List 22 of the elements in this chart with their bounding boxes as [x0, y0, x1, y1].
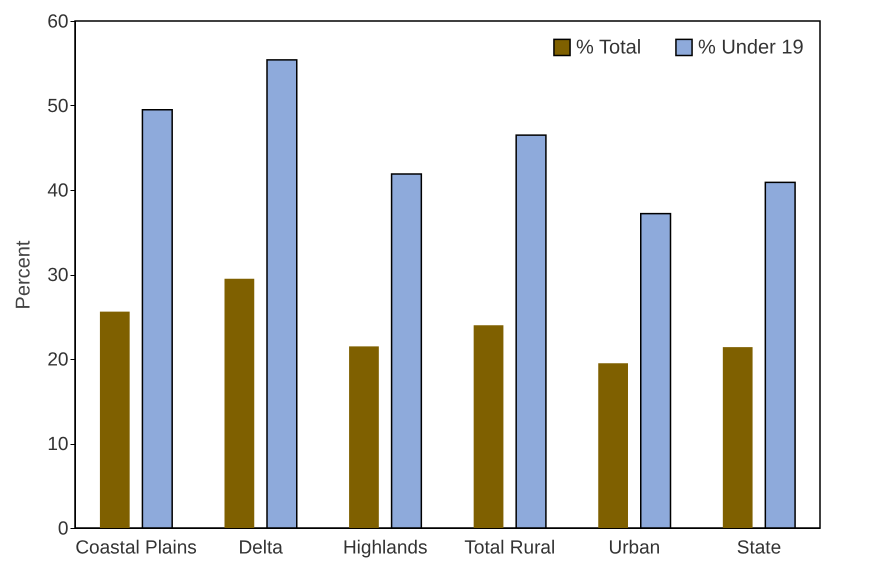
x-tick-label: Delta [238, 538, 284, 558]
x-tick-label: Total Rural [464, 538, 556, 558]
bar [224, 278, 254, 528]
bar [100, 312, 130, 528]
bar [474, 325, 504, 528]
y-tick-label: 30 [47, 265, 68, 286]
x-tick-label: State [736, 538, 782, 558]
bar [598, 363, 628, 528]
y-axis-title: Percent [12, 240, 34, 310]
x-tick-label: Highlands [342, 538, 428, 558]
legend-label: % Under 19 [698, 36, 804, 58]
bar [349, 346, 379, 528]
y-tick-label: 40 [47, 180, 68, 202]
y-tick-label: 10 [47, 434, 68, 455]
bar [722, 347, 753, 528]
y-tick-label: 0 [58, 518, 68, 540]
legend-label: % Total [576, 36, 642, 58]
x-tick-label: Urban [608, 538, 660, 558]
x-tick-label: Coastal Plains [75, 538, 197, 558]
y-tick-label: 60 [47, 12, 68, 32]
y-tick-label: 20 [47, 350, 68, 370]
y-tick-label: 50 [47, 96, 68, 117]
